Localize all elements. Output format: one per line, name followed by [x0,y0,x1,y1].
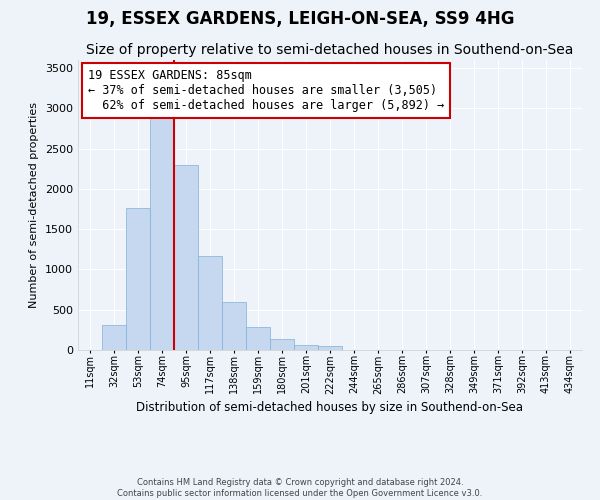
Text: 19, ESSEX GARDENS, LEIGH-ON-SEA, SS9 4HG: 19, ESSEX GARDENS, LEIGH-ON-SEA, SS9 4HG [86,10,514,28]
Text: Contains HM Land Registry data © Crown copyright and database right 2024.
Contai: Contains HM Land Registry data © Crown c… [118,478,482,498]
Title: Size of property relative to semi-detached houses in Southend-on-Sea: Size of property relative to semi-detach… [86,44,574,58]
X-axis label: Distribution of semi-detached houses by size in Southend-on-Sea: Distribution of semi-detached houses by … [137,400,523,413]
Bar [246,326,270,350]
Bar [270,339,294,350]
Bar [150,116,174,350]
Bar [174,164,198,350]
Y-axis label: Number of semi-detached properties: Number of semi-detached properties [29,102,40,308]
Bar [198,256,222,350]
Text: 19 ESSEX GARDENS: 85sqm
← 37% of semi-detached houses are smaller (3,505)
  62% : 19 ESSEX GARDENS: 85sqm ← 37% of semi-de… [88,68,445,112]
Bar [222,302,246,350]
Bar [102,325,126,350]
Bar [318,346,342,350]
Bar [294,345,318,350]
Bar [126,208,150,350]
